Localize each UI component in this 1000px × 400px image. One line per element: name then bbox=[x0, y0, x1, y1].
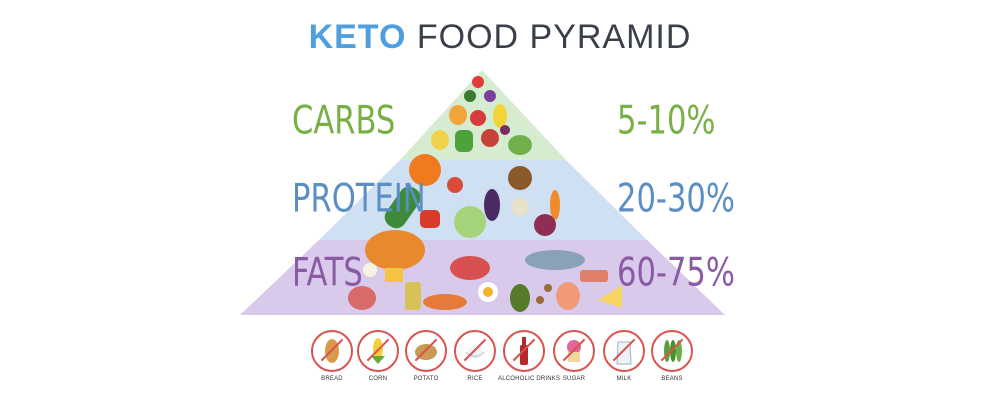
avoid-item-alcoholic-drinks: ALCOHOLIC DRINKS bbox=[498, 330, 561, 382]
alcohol-bottle-icon bbox=[503, 330, 545, 372]
avoid-label: BREAD bbox=[321, 376, 343, 382]
avoid-label: RICE bbox=[467, 376, 483, 382]
potato-icon bbox=[405, 330, 447, 372]
avoid-label: POTATO bbox=[413, 376, 439, 382]
avoid-foods-row: BREAD CORN POTATO RICE ALCOHOLIC DRINKS … bbox=[0, 330, 1000, 400]
corn-icon bbox=[357, 330, 399, 372]
sugar-icon bbox=[553, 330, 595, 372]
fats-label: FATS bbox=[292, 250, 363, 296]
avoid-label: BEANS bbox=[661, 376, 683, 382]
beans-icon bbox=[651, 330, 693, 372]
protein-percent: 20-30% bbox=[617, 176, 735, 222]
avoid-item-beans: BEANS bbox=[646, 330, 698, 382]
avoid-label: SUGAR bbox=[562, 376, 586, 382]
fats-foods bbox=[348, 230, 622, 312]
rice-icon bbox=[454, 330, 496, 372]
avoid-item-sugar: SUGAR bbox=[548, 330, 600, 382]
carbs-percent: 5-10% bbox=[617, 98, 716, 144]
avoid-label: MILK bbox=[616, 376, 632, 382]
fats-percent: 60-75% bbox=[617, 250, 735, 296]
title-food-pyramid: FOOD PYRAMID bbox=[416, 18, 692, 56]
avoid-item-corn: CORN bbox=[352, 330, 404, 382]
protein-foods bbox=[384, 154, 560, 238]
title-keto: KETO bbox=[308, 18, 407, 56]
avoid-item-potato: POTATO bbox=[400, 330, 452, 382]
protein-label: PROTEIN bbox=[292, 176, 426, 222]
avoid-item-bread: BREAD bbox=[306, 330, 358, 382]
pyramid-title: KETO FOOD PYRAMID bbox=[0, 18, 1000, 57]
milk-icon bbox=[603, 330, 645, 372]
avoid-label: ALCOHOLIC DRINKS bbox=[498, 376, 561, 382]
carbs-label: CARBS bbox=[292, 98, 396, 144]
carbs-foods bbox=[431, 76, 532, 155]
bread-icon bbox=[311, 330, 353, 372]
avoid-label: CORN bbox=[368, 376, 388, 382]
avoid-item-rice: RICE bbox=[449, 330, 501, 382]
avoid-item-milk: MILK bbox=[598, 330, 650, 382]
